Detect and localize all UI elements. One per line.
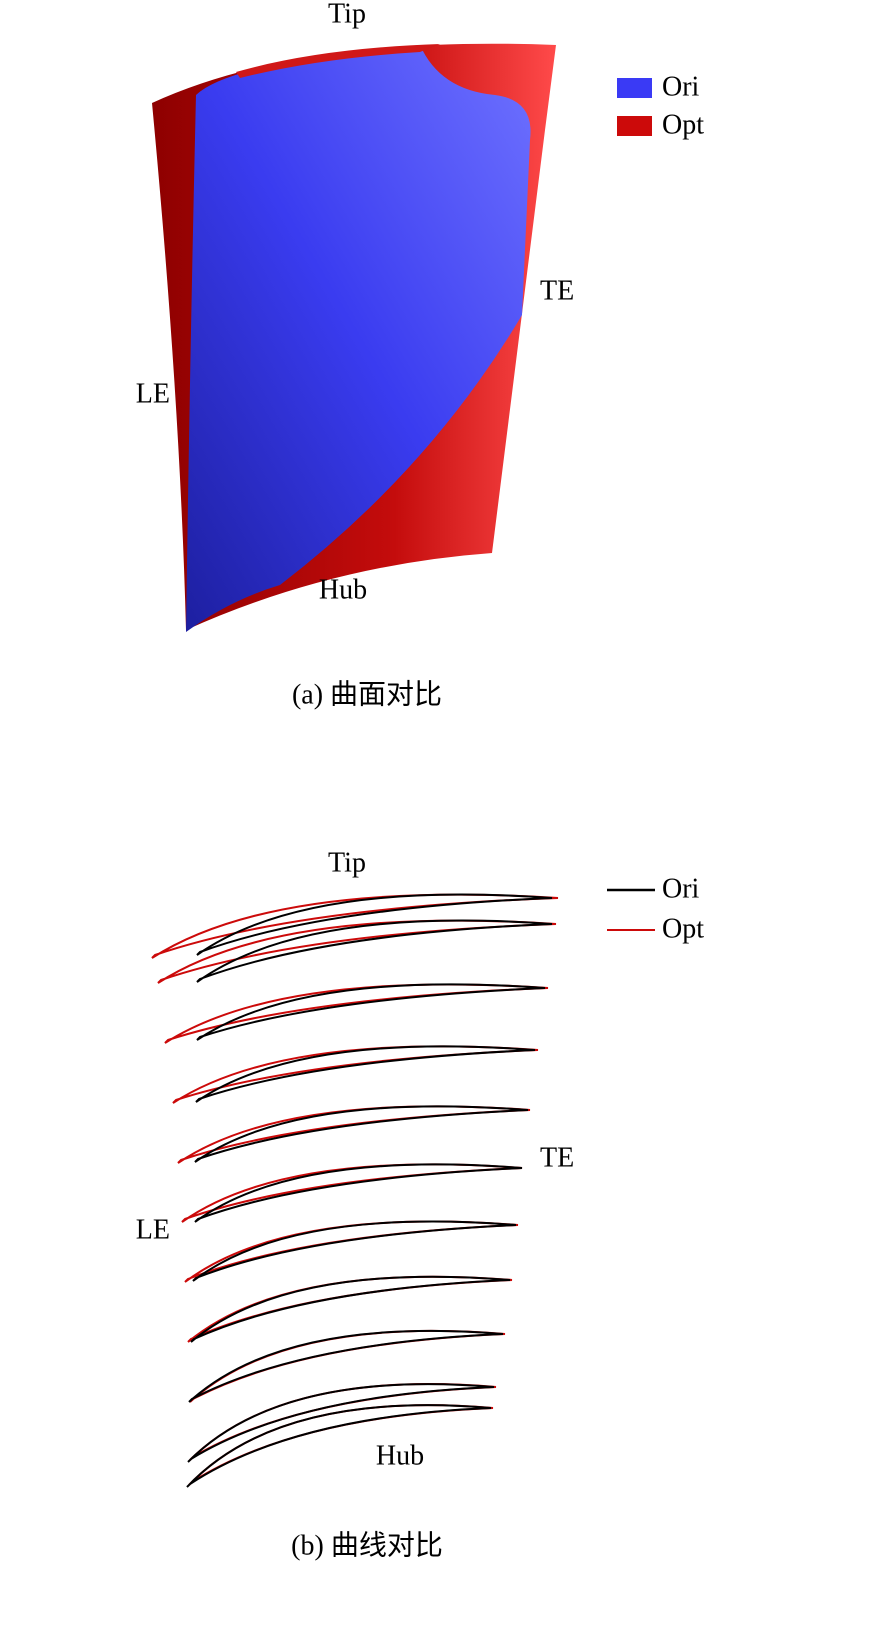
opt-section	[184, 1220, 519, 1283]
ori-section	[196, 893, 553, 956]
te-label: TE	[540, 1142, 574, 1173]
opt-section	[172, 1045, 539, 1104]
legend-label: Ori	[662, 873, 700, 904]
ori-section	[190, 1275, 511, 1343]
ori-section	[194, 1163, 523, 1223]
caption: (a) 曲面对比	[292, 678, 442, 710]
legend-swatch	[617, 78, 652, 98]
ori-section	[192, 1220, 517, 1282]
surface-panel	[152, 43, 556, 632]
le-label: LE	[136, 1214, 170, 1245]
legend-label: Opt	[662, 109, 704, 140]
opt-section	[157, 919, 557, 984]
opt-section	[188, 1404, 494, 1486]
le-label: LE	[136, 378, 170, 409]
opt-section	[181, 1163, 523, 1223]
legend-label: Ori	[662, 71, 700, 102]
ori-section	[188, 1329, 504, 1403]
te-label: TE	[540, 275, 574, 306]
opt-section	[151, 893, 559, 959]
hub-label: Hub	[376, 1440, 424, 1471]
ori-section	[196, 983, 546, 1041]
opt-section	[164, 983, 549, 1044]
tip-label: Tip	[328, 847, 366, 878]
tip-label: Tip	[328, 0, 366, 29]
caption: (b) 曲线对比	[291, 1529, 443, 1561]
legend-label: Opt	[662, 913, 704, 944]
ori-section	[187, 1383, 495, 1463]
opt-section	[177, 1105, 531, 1164]
ori-surface	[186, 45, 531, 632]
hub-label: Hub	[319, 574, 367, 605]
opt-tip-strip	[236, 44, 440, 78]
ori-section	[196, 919, 553, 983]
section-curves	[151, 893, 559, 1488]
opt-section	[189, 1329, 506, 1403]
legend-swatch	[617, 116, 652, 136]
ori-section	[195, 1045, 536, 1103]
ori-section	[194, 1105, 529, 1163]
ori-section	[186, 1404, 492, 1488]
